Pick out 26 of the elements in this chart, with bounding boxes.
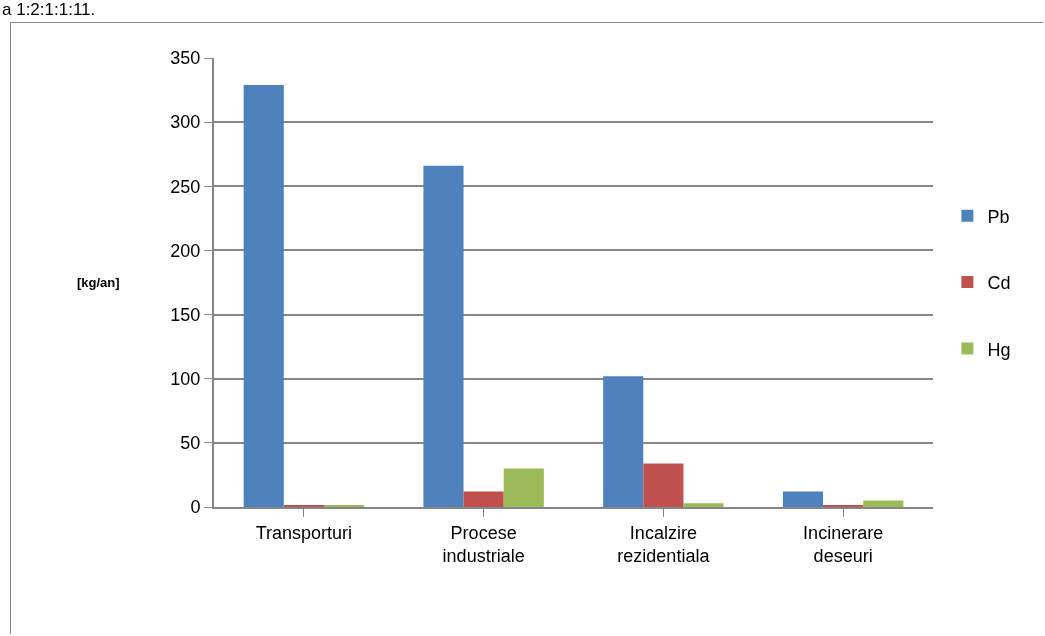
legend-label: Pb xyxy=(987,206,1010,227)
legend-label: Cd xyxy=(987,273,1011,294)
y-tick-label: 250 xyxy=(170,176,201,197)
y-tick-label: 150 xyxy=(170,304,201,325)
y-tick-label: 50 xyxy=(180,433,201,454)
bar xyxy=(243,84,284,507)
text: a 1:2:1:1:11. xyxy=(2,0,96,20)
bar xyxy=(782,491,824,507)
x-tick-label: Procese industriale xyxy=(442,522,525,566)
y-tick-label: 0 xyxy=(190,497,201,518)
x-tick-label: Incalzire rezidentiala xyxy=(617,522,711,566)
y-tick-label: 200 xyxy=(170,240,201,261)
y-tick-label: 350 xyxy=(170,48,201,69)
bar xyxy=(603,376,644,507)
y-tick-label: 100 xyxy=(170,369,201,390)
y-axis-title: [kg/an] xyxy=(77,275,120,290)
x-tick-label: Transporturi xyxy=(255,522,353,543)
legend-label: Hg xyxy=(987,339,1011,360)
bar xyxy=(643,463,684,507)
bar xyxy=(683,503,724,507)
bar xyxy=(463,491,504,507)
bar xyxy=(503,468,544,507)
bar xyxy=(863,500,904,507)
y-tick-label: 300 xyxy=(170,112,201,133)
x-tick-label: Incinerare deseuri xyxy=(803,522,884,566)
bar xyxy=(423,165,464,507)
